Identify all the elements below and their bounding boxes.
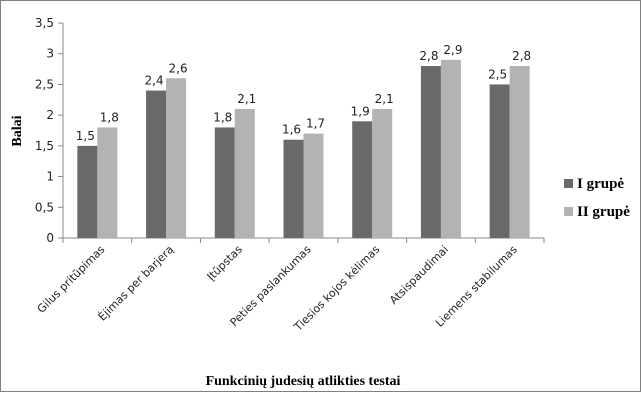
bar-i-grupe xyxy=(146,90,167,238)
bar-ii-grupe xyxy=(509,66,530,238)
data-label: 2,8 xyxy=(512,49,531,63)
legend: I grupė II grupė xyxy=(564,176,630,220)
data-label: 2,1 xyxy=(375,92,394,106)
y-tick-label: 1 xyxy=(46,170,54,184)
y-tick-label: 1,5 xyxy=(35,139,54,153)
data-label: 2,5 xyxy=(488,67,507,81)
y-tick-label: 0 xyxy=(46,231,54,245)
bar-i-grupe xyxy=(489,84,510,238)
data-label: 1,8 xyxy=(213,110,232,124)
data-label: 2,4 xyxy=(145,74,164,88)
data-label: 2,9 xyxy=(443,43,462,57)
legend-swatch xyxy=(564,179,573,188)
y-axis-title: Balai xyxy=(10,115,25,146)
x-axis-title: Funkcinių judesių atlikties testai xyxy=(206,374,401,389)
y-tick-label: 3,5 xyxy=(35,16,54,30)
bar-ii-grupe xyxy=(97,127,118,238)
data-label: 1,7 xyxy=(306,117,325,131)
x-axis-ticks xyxy=(62,238,545,243)
y-tick-label: 2,5 xyxy=(35,77,54,91)
data-label: 1,9 xyxy=(351,104,370,118)
y-tick-label: 3 xyxy=(46,47,54,61)
bar-ii-grupe xyxy=(234,109,255,238)
bar-ii-grupe xyxy=(440,59,461,238)
data-label: 1,6 xyxy=(282,123,301,137)
x-category-label: Atsispaudimai xyxy=(387,243,451,307)
bar-i-grupe xyxy=(420,66,441,238)
bar-i-grupe xyxy=(283,139,304,238)
y-axis-ticks: 0 0,5 1 1,5 2 2,5 3 3,5 xyxy=(35,16,63,245)
data-label: 1,5 xyxy=(76,129,95,143)
bar-ii-grupe xyxy=(372,109,393,238)
data-label: 1,8 xyxy=(100,110,119,124)
legend-swatch xyxy=(564,207,573,216)
x-category-label: Gilus pritūpimas xyxy=(35,243,108,316)
bar-i-grupe xyxy=(77,145,98,238)
y-tick-label: 2 xyxy=(46,108,54,122)
bar-series xyxy=(77,59,530,239)
bar-ii-grupe xyxy=(303,133,324,238)
x-category-label: Įtūpstas xyxy=(205,243,246,284)
bar-ii-grupe xyxy=(166,78,187,239)
legend-label: I grupė xyxy=(577,176,624,192)
data-labels: 1,5 1,8 2,4 2,6 1,8 2,1 1,6 1,7 1,9 2,1 2,8 2,9 2,5 2… xyxy=(76,43,531,143)
bar-i-grupe xyxy=(214,127,235,238)
bar-i-grupe xyxy=(352,121,373,238)
data-label: 2,8 xyxy=(419,49,438,63)
data-label: 2,6 xyxy=(169,61,188,75)
y-tick-label: 0,5 xyxy=(35,200,54,214)
legend-label: II grupė xyxy=(577,204,630,220)
data-label: 2,1 xyxy=(237,92,256,106)
x-category-label: Ėjimas per barjerą xyxy=(96,243,177,324)
